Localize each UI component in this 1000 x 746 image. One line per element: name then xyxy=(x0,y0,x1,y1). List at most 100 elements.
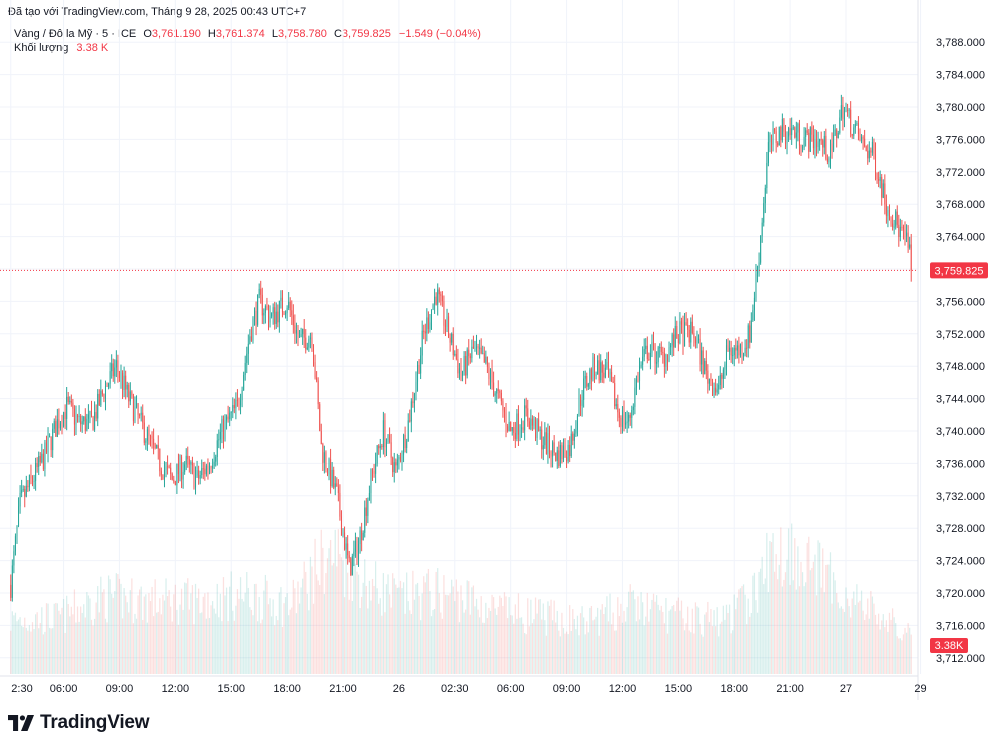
volume-bar xyxy=(648,621,650,674)
volume-bar xyxy=(690,632,692,674)
volume-bar xyxy=(682,618,684,674)
volume-bar xyxy=(407,601,409,674)
candle-body xyxy=(73,408,75,425)
volume-bar xyxy=(357,574,360,674)
candle-body xyxy=(311,337,313,346)
candle-body xyxy=(413,393,415,404)
volume-bar xyxy=(107,575,110,674)
volume-bar xyxy=(578,635,580,674)
volume-bar xyxy=(87,595,90,674)
candle-body xyxy=(562,445,564,460)
candle-body xyxy=(645,345,647,350)
volume-bar xyxy=(399,580,402,674)
candle-body xyxy=(288,301,290,309)
time-axis[interactable]: 2:30 06:00 09:00 12:00 15:00 18:00 21:00 26 02:3… xyxy=(11,683,926,695)
candle-body xyxy=(665,354,667,367)
volume-bar xyxy=(614,630,616,674)
volume-bar xyxy=(111,593,113,674)
candle-body xyxy=(556,450,558,461)
volume-bar xyxy=(750,612,752,674)
candle-body xyxy=(729,347,731,352)
volume-bar xyxy=(679,610,681,674)
volume-bar xyxy=(505,596,507,674)
time-tick-label: 29 xyxy=(914,683,926,695)
tradingview-logo[interactable]: TradingView xyxy=(8,710,150,736)
volume-bar xyxy=(151,586,153,674)
candle-body xyxy=(292,315,294,326)
volume-bar xyxy=(328,548,330,674)
candle-body xyxy=(162,474,164,479)
candle-body xyxy=(420,355,422,374)
symbol-title[interactable]: Vàng / Đô la Mỹ · 5 · ICE xyxy=(14,28,137,40)
volume-bar xyxy=(859,600,861,674)
volume-label[interactable]: Khối lượng xyxy=(14,42,69,54)
volume-bar xyxy=(770,542,773,674)
volume-bar xyxy=(121,618,124,674)
volume-bar xyxy=(393,578,395,674)
candle-body xyxy=(625,422,627,425)
volume-bar xyxy=(274,625,276,674)
volume-bar xyxy=(311,566,313,674)
volume-bar xyxy=(350,561,352,674)
candle-body xyxy=(92,417,94,430)
volume-bar xyxy=(826,564,829,674)
volume-bar xyxy=(825,565,827,674)
candle-body xyxy=(328,459,330,475)
volume-bar xyxy=(112,597,114,674)
volume-bar xyxy=(733,594,735,674)
volume-bar xyxy=(336,566,338,674)
volume-bar xyxy=(343,597,346,674)
candle-body xyxy=(441,295,443,302)
volume-bar xyxy=(831,603,833,674)
candle-body xyxy=(761,222,763,236)
volume-bar xyxy=(694,602,697,674)
volume-bar xyxy=(865,614,867,674)
candle-body xyxy=(264,306,266,313)
volume-bar xyxy=(856,584,858,674)
candle-body xyxy=(297,330,299,338)
volume-value: 3.38 K xyxy=(76,42,109,54)
volume-bar xyxy=(502,605,504,674)
volume-bar xyxy=(898,638,900,674)
candle-body xyxy=(58,419,60,429)
volume-bar xyxy=(510,615,512,674)
candle-body xyxy=(443,301,445,326)
candle-body xyxy=(708,378,710,384)
candle-body xyxy=(320,431,322,445)
price-tick-label: 3,788.000 xyxy=(936,37,985,49)
candle-body xyxy=(241,390,243,401)
price-axis[interactable]: 3,788.000 3,784.000 3,780.000 3,776.000 3,77… xyxy=(930,37,988,665)
volume-bar xyxy=(503,592,506,674)
candle-body xyxy=(766,163,768,188)
candle-body xyxy=(659,347,661,349)
candle-body xyxy=(861,137,863,142)
volume-bar xyxy=(374,561,377,674)
price-chart[interactable]: 3,788.000 3,784.000 3,780.000 3,776.000 3,77… xyxy=(0,0,1000,706)
candle-body xyxy=(313,345,315,363)
volume-bar xyxy=(275,615,277,674)
candle-body xyxy=(561,445,563,460)
candle-body xyxy=(845,109,847,111)
candle-body xyxy=(244,362,246,375)
candle-body xyxy=(795,132,797,138)
volume-bar xyxy=(396,587,398,674)
candle-body xyxy=(676,325,678,339)
candle-body xyxy=(111,363,113,372)
candle-body xyxy=(631,409,633,418)
volume-bar xyxy=(808,536,810,674)
candle-body xyxy=(713,387,715,396)
volume-bar xyxy=(458,622,461,674)
volume-bar xyxy=(556,610,558,674)
candle-body xyxy=(337,486,339,493)
high-value: 3,761.374 xyxy=(215,28,265,40)
candle-body xyxy=(109,371,111,384)
volume-bar xyxy=(742,584,745,674)
volume-bar xyxy=(728,604,731,674)
candle-body xyxy=(570,433,572,457)
volume-bar xyxy=(135,618,138,674)
candle-body xyxy=(18,506,20,526)
volume-bar xyxy=(56,603,58,674)
volume-bar xyxy=(463,612,465,674)
volume-bar xyxy=(817,540,819,674)
candle-body xyxy=(878,178,880,181)
